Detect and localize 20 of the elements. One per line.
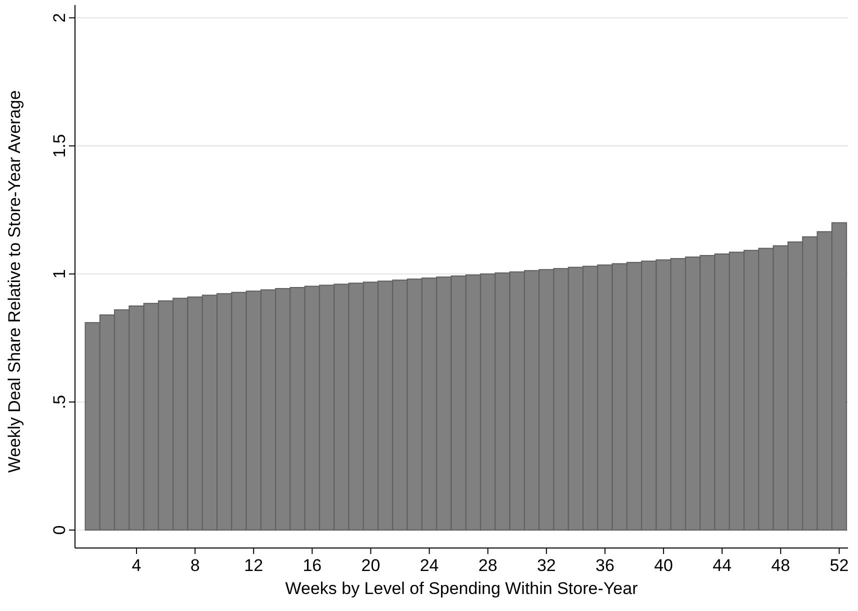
y-tick-label: .5: [50, 394, 69, 410]
x-tick-label: 16: [302, 556, 322, 575]
y-tick-label: 2: [50, 13, 69, 23]
x-tick-label: 12: [244, 556, 264, 575]
x-tick-label: 40: [654, 556, 673, 575]
x-tick-label: 36: [596, 556, 614, 575]
x-tick-label: 32: [536, 556, 556, 575]
x-tick-label: 8: [190, 556, 200, 575]
x-tick-label: 20: [361, 556, 380, 575]
y-tick-label: 0: [50, 525, 69, 535]
x-tick-label: 4: [132, 556, 142, 575]
y-tick-label: 1.5: [50, 134, 69, 158]
x-tick-label: 28: [478, 556, 498, 575]
x-tick-label: 24: [420, 556, 439, 575]
x-axis-title: Weeks by Level of Spending Within Store-Year: [285, 579, 638, 598]
x-tick-label: 52: [830, 556, 849, 575]
x-tick-label: 48: [771, 556, 790, 575]
x-tick-label: 44: [712, 556, 732, 575]
y-axis-title: Weekly Deal Share Relative to Store-Year Average: [5, 90, 24, 473]
y-tick-label: 1: [50, 269, 69, 279]
